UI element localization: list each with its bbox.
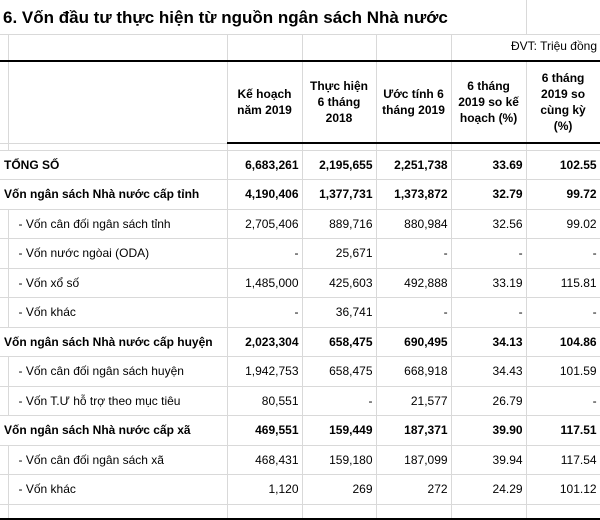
table-row: - Vốn cân đối ngân sách huyện 1,942,753 65…	[0, 356, 600, 387]
row-label: - Vốn khác	[8, 297, 228, 328]
cell-value: 99.72	[526, 179, 600, 210]
cell-value: 269	[302, 474, 377, 505]
cell-value: 187,099	[376, 445, 452, 475]
cell-value: 2,023,304	[227, 327, 303, 357]
cell-value: 1,942,753	[227, 356, 303, 387]
row-label: TỔNG SỐ	[0, 150, 228, 180]
cell-value: 492,888	[376, 268, 452, 298]
cell-value: 1,120	[227, 474, 303, 505]
cell-value: 32.79	[451, 179, 527, 210]
cell-value: -	[451, 238, 527, 269]
row-label: - Vốn T.Ư hỗ trợ theo mục tiêu	[8, 386, 228, 416]
row-label: - Vốn cân đối ngân sách huyện	[8, 356, 228, 387]
cell-value: 36,741	[302, 297, 377, 328]
table-row: - Vốn khác -36,741- - -	[0, 297, 600, 328]
cell-value: 34.13	[451, 327, 527, 357]
cell-value: 159,180	[302, 445, 377, 475]
cell-value: 101.59	[526, 356, 600, 387]
page-title: 6. Vốn đầu tư thực hiện từ nguồn ngân sá…	[3, 8, 448, 27]
cell-value: -	[376, 297, 452, 328]
cell-value: 21,577	[376, 386, 452, 416]
row-label: - Vốn xổ số	[8, 268, 228, 298]
cell-value: 115.81	[526, 268, 600, 298]
cell-value: 104.86	[526, 327, 600, 357]
cell-value: 159,449	[302, 415, 377, 446]
cell-value: 33.69	[451, 150, 527, 180]
table-row: - Vốn cân đối ngân sách tỉnh 2,705,406 889…	[0, 209, 600, 239]
col-header: Ước tính 6 tháng 2019	[376, 60, 452, 144]
col-header: Thực hiện 6 tháng 2018	[302, 60, 377, 144]
cell-value: -	[526, 238, 600, 269]
cell-value: 24.29	[451, 474, 527, 505]
table-row: - Vốn xổ số 1,485,000 425,603 492,888 33.19 1…	[0, 268, 600, 298]
cell-value: -	[526, 297, 600, 328]
cell-value: 99.02	[526, 209, 600, 239]
cell-value: 1,373,872	[376, 179, 452, 210]
row-label: - Vốn cân đối ngân sách tỉnh	[8, 209, 228, 239]
row-label: Vốn ngân sách Nhà nước cấp tỉnh	[0, 179, 228, 210]
cell-value: 658,475	[302, 327, 377, 357]
row-label: - Vốn khác	[8, 474, 228, 505]
cell-value: 187,371	[376, 415, 452, 446]
table-row: - Vốn T.Ư hỗ trợ theo mục tiêu 80,551-21,…	[0, 386, 600, 416]
row-label: Vốn ngân sách Nhà nước cấp huyện	[0, 327, 228, 357]
cell-value: 4,190,406	[227, 179, 303, 210]
cell-value: 2,251,738	[376, 150, 452, 180]
cell-value: 34.43	[451, 356, 527, 387]
table-row: Vốn ngân sách Nhà nước cấp tỉnh 4,190,406…	[0, 179, 600, 210]
cell-value: 2,705,406	[227, 209, 303, 239]
col-header: 6 tháng 2019 so cùng kỳ (%)	[526, 60, 600, 144]
cell-value: 469,551	[227, 415, 303, 446]
cell-value: 80,551	[227, 386, 303, 416]
cell-value: 26.79	[451, 386, 527, 416]
cell-value: 425,603	[302, 268, 377, 298]
col-header: 6 tháng 2019 so kế hoạch (%)	[451, 60, 527, 144]
table-row: TỔNG SỐ 6,683,261 2,195,655 2,251,738 33.69 1…	[0, 150, 600, 180]
cell-value: 658,475	[302, 356, 377, 387]
cell-value: 272	[376, 474, 452, 505]
cell-value: 2,195,655	[302, 150, 377, 180]
cell-value: 25,671	[302, 238, 377, 269]
cell-value: 1,377,731	[302, 179, 377, 210]
cell-value: 102.55	[526, 150, 600, 180]
cell-value: -	[526, 386, 600, 416]
header-row: Kế hoạch năm 2019 Thực hiện 6 tháng 2018…	[0, 60, 600, 144]
unit-label: ĐVT: Triệu đồng	[510, 39, 597, 53]
cell-value: -	[302, 386, 377, 416]
cell-value: 6,683,261	[227, 150, 303, 180]
cell-value: 117.51	[526, 415, 600, 446]
table-row: - Vốn cân đối ngân sách xã 468,431 159,180…	[0, 445, 600, 475]
cell-value: 1,485,000	[227, 268, 303, 298]
row-label: - Vốn cân đối ngân sách xã	[8, 445, 228, 475]
cell-value: 880,984	[376, 209, 452, 239]
cell-value: 889,716	[302, 209, 377, 239]
row-label: - Vốn nước ngòai (ODA)	[8, 238, 228, 269]
cell-value: 39.90	[451, 415, 527, 446]
row-label: Vốn ngân sách Nhà nước cấp xã	[0, 415, 228, 446]
cell-value: 39.94	[451, 445, 527, 475]
cell-value: 690,495	[376, 327, 452, 357]
cell-value: 468,431	[227, 445, 303, 475]
cell-value: -	[376, 238, 452, 269]
cell-value: -	[451, 297, 527, 328]
cell-value: -	[227, 238, 303, 269]
table-row: - Vốn khác 1,120 269 272 24.29 101.12	[0, 474, 600, 505]
cell-value: 101.12	[526, 474, 600, 505]
cell-value: -	[227, 297, 303, 328]
cell-value: 117.54	[526, 445, 600, 475]
cell-value: 32.56	[451, 209, 527, 239]
table-row: Vốn ngân sách Nhà nước cấp huyện 2,023,30…	[0, 327, 600, 357]
col-header: Kế hoạch năm 2019	[227, 60, 303, 144]
cell-value: 33.19	[451, 268, 527, 298]
table-row: Vốn ngân sách Nhà nước cấp xã 469,551 159,…	[0, 415, 600, 446]
cell-value: 668,918	[376, 356, 452, 387]
table-row: - Vốn nước ngòai (ODA) -25,671- - -	[0, 238, 600, 269]
